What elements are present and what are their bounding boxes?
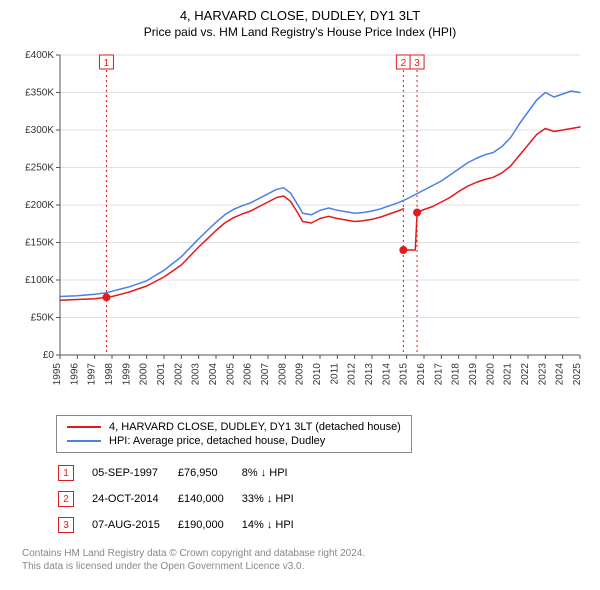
- sale-marker: [103, 294, 110, 301]
- x-axis-label: 2012: [347, 363, 358, 386]
- chart-subtitle: Price paid vs. HM Land Registry's House …: [12, 25, 588, 39]
- event-num-cell: 1: [58, 461, 90, 485]
- footer: Contains HM Land Registry data © Crown c…: [22, 547, 588, 573]
- x-axis-label: 2006: [243, 363, 254, 386]
- x-axis-label: 2017: [433, 363, 444, 386]
- chart-title: 4, HARVARD CLOSE, DUDLEY, DY1 3LT: [12, 8, 588, 23]
- event-price: £140,000: [178, 487, 240, 511]
- event-date: 07-AUG-2015: [92, 513, 176, 537]
- x-axis-label: 2015: [399, 363, 410, 386]
- x-axis-label: 2000: [139, 363, 150, 386]
- x-axis-label: 2023: [537, 363, 548, 386]
- event-price: £190,000: [178, 513, 240, 537]
- x-axis-label: 1996: [69, 363, 80, 386]
- x-axis-label: 2011: [329, 363, 340, 385]
- y-axis-label: £250K: [25, 163, 54, 174]
- event-row: 2 24-OCT-2014£140,00033% ↓ HPI: [58, 487, 310, 511]
- event-num-cell: 3: [58, 513, 90, 537]
- legend: 4, HARVARD CLOSE, DUDLEY, DY1 3LT (detac…: [56, 415, 412, 453]
- x-axis-label: 2018: [451, 363, 462, 386]
- x-axis-label: 2025: [572, 363, 583, 386]
- sale-marker: [414, 209, 421, 216]
- footer-line-2: This data is licensed under the Open Gov…: [22, 560, 588, 573]
- legend-row: 4, HARVARD CLOSE, DUDLEY, DY1 3LT (detac…: [67, 420, 401, 434]
- event-num-box: 3: [58, 517, 74, 533]
- y-axis-label: £300K: [25, 125, 54, 136]
- x-axis-label: 1999: [121, 363, 132, 386]
- legend-label: 4, HARVARD CLOSE, DUDLEY, DY1 3LT (detac…: [109, 421, 401, 433]
- event-price: £76,950: [178, 461, 240, 485]
- event-num-cell: 2: [58, 487, 90, 511]
- event-row: 1 05-SEP-1997£76,9508% ↓ HPI: [58, 461, 310, 485]
- event-date: 05-SEP-1997: [92, 461, 176, 485]
- x-axis-label: 1995: [52, 363, 63, 386]
- x-axis-label: 2014: [381, 363, 392, 386]
- y-axis-label: £400K: [25, 50, 54, 61]
- x-axis-label: 2008: [277, 363, 288, 386]
- x-axis-label: 2020: [485, 363, 496, 386]
- legend-swatch: [67, 426, 101, 428]
- x-axis-label: 2024: [555, 363, 566, 386]
- x-axis-label: 2019: [468, 363, 479, 386]
- x-axis-label: 2010: [312, 363, 323, 386]
- sale-marker: [400, 247, 407, 254]
- x-axis-label: 1998: [104, 363, 115, 386]
- event-row: 3 07-AUG-2015£190,00014% ↓ HPI: [58, 513, 310, 537]
- y-axis-label: £0: [43, 350, 55, 361]
- x-axis-label: 2005: [225, 363, 236, 386]
- event-delta: 8% ↓ HPI: [242, 461, 310, 485]
- x-axis-label: 1997: [87, 363, 98, 386]
- y-axis-label: £100K: [25, 275, 54, 286]
- event-delta: 14% ↓ HPI: [242, 513, 310, 537]
- chart-svg: £0 £50K £100K £150K £200K £250K £300K £350K £400…: [12, 47, 588, 407]
- footer-line-1: Contains HM Land Registry data © Crown c…: [22, 547, 588, 560]
- y-axis-label: £200K: [25, 200, 54, 211]
- event-num-box: 2: [58, 491, 74, 507]
- chart: £0 £50K £100K £150K £200K £250K £300K £350K £400…: [12, 47, 588, 407]
- legend-row: HPI: Average price, detached house, Dudl…: [67, 434, 401, 448]
- x-axis-label: 2002: [173, 363, 184, 386]
- event-date: 24-OCT-2014: [92, 487, 176, 511]
- y-axis-label: £350K: [25, 88, 54, 99]
- x-axis-label: 2003: [191, 363, 202, 386]
- events-table: 1 05-SEP-1997£76,9508% ↓ HPI 2 24-OCT-2014£…: [56, 459, 312, 539]
- x-axis-label: 2016: [416, 363, 427, 386]
- x-axis-label: 2022: [520, 363, 531, 386]
- x-axis-label: 2009: [295, 363, 306, 386]
- event-marker-num: 3: [414, 58, 420, 69]
- legend-label: HPI: Average price, detached house, Dudl…: [109, 435, 325, 447]
- x-axis-label: 2001: [156, 363, 167, 386]
- x-axis-label: 2007: [260, 363, 271, 386]
- x-axis-label: 2004: [208, 363, 219, 386]
- event-num-box: 1: [58, 465, 74, 481]
- x-axis-label: 2013: [364, 363, 375, 386]
- y-axis-label: £50K: [31, 313, 55, 324]
- event-marker-num: 2: [401, 58, 407, 69]
- event-marker-num: 1: [104, 58, 110, 69]
- x-axis-label: 2021: [503, 363, 514, 386]
- y-axis-label: £150K: [25, 238, 54, 249]
- event-delta: 33% ↓ HPI: [242, 487, 310, 511]
- title-block: 4, HARVARD CLOSE, DUDLEY, DY1 3LT Price …: [12, 8, 588, 39]
- legend-swatch: [67, 440, 101, 442]
